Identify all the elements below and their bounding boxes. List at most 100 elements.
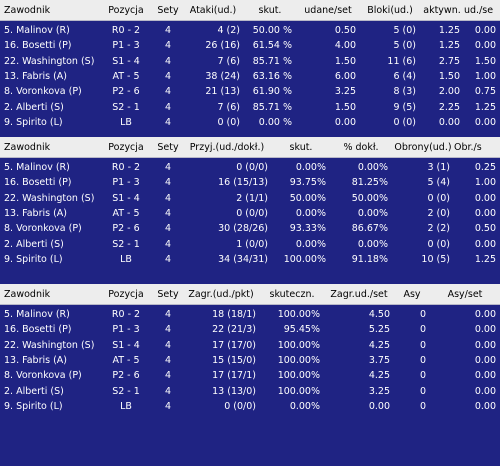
column-header-zawodnik[interactable]: Zawodnik — [4, 141, 51, 153]
cell-asy: 0 — [419, 309, 426, 321]
table-row: 5. Malinov (R) R0 - 2 4 0 (0/0) 0.00% 0.00% 3 … — [0, 160, 500, 175]
cell-pozycja: P1 - 3 — [112, 40, 140, 52]
cell-pozycja: P1 - 3 — [112, 324, 140, 336]
cell-udane-set: 3.25 — [334, 86, 356, 98]
cell-zagr-ud-set: 3.75 — [368, 355, 390, 367]
column-header-przyj-ud-dok[interactable]: Przyj.(ud./dokł.) — [189, 141, 265, 153]
cell-pozycja: P2 - 6 — [112, 370, 140, 382]
cell-zawodnik: 22. Washington (S) — [4, 192, 95, 204]
cell-aktywn: 1.25 — [438, 25, 460, 37]
cell-asy: 0 — [419, 385, 426, 397]
cell-sety: 4 — [164, 253, 172, 265]
column-header-zawodnik[interactable]: Zawodnik — [4, 288, 51, 300]
table-row: 13. Fabris (A) AT - 5 4 38 (24) 63.16 % 6.00 6… — [0, 69, 500, 84]
cell-zawodnik: 5. Malinov (R) — [4, 309, 70, 321]
table-row: 22. Washington (S) S1 - 4 4 17 (17/0) 100.00… — [0, 338, 500, 353]
table-row: 2. Alberti (S) S2 - 1 4 7 (6) 85.71 % 1.50 9 (… — [0, 99, 500, 114]
cell-pozycja: LB — [120, 400, 132, 412]
cell-pozycja: P2 - 6 — [112, 223, 140, 235]
cell-zagr-ud-pkt: 18 (18/1) — [212, 309, 256, 321]
cell-pozycja: AT - 5 — [112, 71, 140, 83]
attack-block-stats-table: Zawodnik Pozycja Sety Ataki(ud.) skut. udane/… — [0, 0, 500, 130]
reception-defense-stats-table: Zawodnik Pozycja Sety Przyj.(ud./dokł.) skut… — [0, 137, 500, 267]
table-row: 9. Spirito (L) LB 4 0 (0) 0.00 % 0.00 0 (0) 0.0… — [0, 115, 500, 130]
cell-obrony-ud: 5 (4) — [427, 177, 450, 189]
cell-udane-set: 1.50 — [334, 55, 356, 67]
cell-obrony-ud: 0 (0) — [427, 238, 450, 250]
column-header-obrony-ud[interactable]: Obrony(ud.) — [394, 141, 452, 153]
cell-pozycja: LB — [120, 253, 132, 265]
cell-dok: 86.67% — [351, 223, 388, 235]
cell-zawodnik: 2. Alberti (S) — [4, 238, 64, 250]
cell-zawodnik: 5. Malinov (R) — [4, 25, 70, 37]
cell-pozycja: P2 - 6 — [112, 86, 140, 98]
cell-zawodnik: 5. Malinov (R) — [4, 162, 70, 174]
cell-zawodnik: 13. Fabris (A) — [4, 208, 67, 220]
column-header-dok[interactable]: % dokł. — [343, 141, 379, 153]
cell-ataki-ud: 21 (13) — [205, 86, 240, 98]
column-header-pozycja[interactable]: Pozycja — [108, 288, 144, 300]
table-row: 22. Washington (S) S1 - 4 4 7 (6) 85.71 % 1.5… — [0, 54, 500, 69]
column-header-zagr-ud-set[interactable]: Zagr.ud./set — [330, 288, 388, 300]
cell-ud-se: 1.50 — [474, 55, 496, 67]
column-header-sety[interactable]: Sety — [157, 4, 179, 16]
column-header-skut[interactable]: skut. — [289, 141, 313, 153]
cell-zawodnik: 13. Fabris (A) — [4, 355, 67, 367]
cell-bloki-ud: 5 (0) — [393, 25, 416, 37]
cell-aktywn: 1.25 — [438, 40, 460, 52]
cell-bloki-ud: 5 (0) — [393, 40, 416, 52]
cell-przyj-ud-dok: 1 (0/0) — [236, 238, 268, 250]
cell-sety: 4 — [164, 192, 172, 204]
cell-skuteczn: 100.00% — [277, 385, 320, 397]
cell-sety: 4 — [164, 71, 172, 83]
column-header-asy-set[interactable]: Asy/set — [447, 288, 483, 300]
cell-dok: 91.18% — [351, 253, 388, 265]
column-header-zawodnik[interactable]: Zawodnik — [4, 4, 51, 16]
cell-skut: 0.00% — [295, 162, 326, 174]
column-header-sety[interactable]: Sety — [157, 141, 179, 153]
cell-ud-se: 0.00 — [474, 25, 496, 37]
column-header-zagr-ud-pkt[interactable]: Zagr.(ud./pkt) — [188, 288, 254, 300]
cell-obrony-ud: 2 (0) — [427, 208, 450, 220]
column-header-aktywn[interactable]: aktywn. — [423, 4, 461, 16]
column-header-pozycja[interactable]: Pozycja — [108, 141, 144, 153]
column-header-ataki-ud[interactable]: Ataki(ud.) — [189, 4, 237, 16]
cell-obr-s: 1.25 — [474, 253, 496, 265]
cell-ud-se: 0.75 — [474, 86, 496, 98]
column-header-udane-set[interactable]: udane/set — [304, 4, 352, 16]
cell-skuteczn: 95.45% — [283, 324, 320, 336]
cell-przyj-ud-dok: 0 (0/0) — [236, 208, 268, 220]
cell-zawodnik: 16. Bosetti (P) — [4, 40, 72, 52]
column-header-pozycja[interactable]: Pozycja — [108, 4, 144, 16]
table-row: 16. Bosetti (P) P1 - 3 4 26 (16) 61.54 % 4.00… — [0, 38, 500, 53]
cell-skuteczn: 100.00% — [277, 339, 320, 351]
column-header-asy[interactable]: Asy — [403, 288, 421, 300]
column-header-skut[interactable]: skut. — [258, 4, 282, 16]
cell-ud-se: 1.25 — [474, 101, 496, 113]
cell-zawodnik: 22. Washington (S) — [4, 55, 95, 67]
cell-asy-set: 0.00 — [474, 355, 496, 367]
cell-zawodnik: 9. Spirito (L) — [4, 116, 63, 128]
column-header-skuteczn[interactable]: skuteczn. — [269, 288, 315, 300]
cell-skut: 50.00% — [289, 192, 326, 204]
cell-sety: 4 — [164, 385, 172, 397]
cell-zawodnik: 16. Bosetti (P) — [4, 324, 72, 336]
cell-zagr-ud-pkt: 13 (13/0) — [212, 385, 256, 397]
cell-asy-set: 0.00 — [474, 324, 496, 336]
column-header-obr-s[interactable]: Obr./s — [454, 141, 482, 153]
table-body: 5. Malinov (R) R0 - 2 4 18 (18/1) 100.00% 4.5… — [0, 305, 500, 414]
cell-obr-s: 0.50 — [474, 223, 496, 235]
column-header-sety[interactable]: Sety — [157, 288, 179, 300]
cell-udane-set: 0.50 — [334, 25, 356, 37]
column-header-ud-se[interactable]: ud./se — [464, 4, 494, 16]
cell-pozycja: S2 - 1 — [112, 101, 140, 113]
cell-sety: 4 — [164, 238, 172, 250]
cell-ud-se: 1.00 — [474, 71, 496, 83]
cell-ud-se: 0.00 — [474, 116, 496, 128]
cell-zagr-ud-pkt: 0 (0/0) — [224, 400, 256, 412]
table-row: 2. Alberti (S) S2 - 1 4 1 (0/0) 0.00% 0.00% 0 … — [0, 236, 500, 251]
serve-stats-table: Zawodnik Pozycja Sety Zagr.(ud./pkt) skutecz… — [0, 284, 500, 414]
column-header-bloki-ud[interactable]: Bloki(ud.) — [367, 4, 413, 16]
cell-aktywn: 2.75 — [438, 55, 460, 67]
cell-zagr-ud-pkt: 17 (17/0) — [212, 339, 256, 351]
